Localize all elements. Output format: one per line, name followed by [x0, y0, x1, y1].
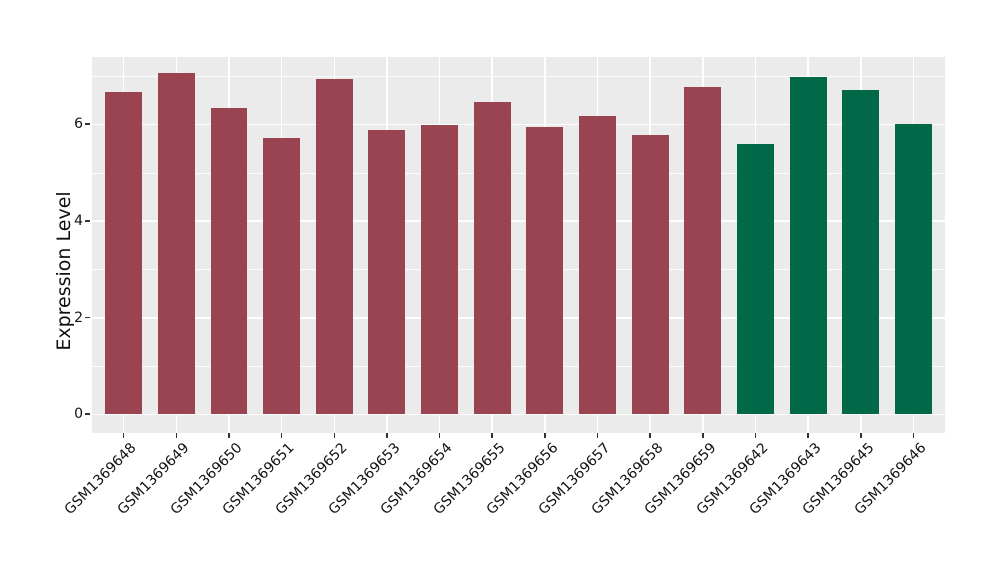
x-tick-mark: [754, 433, 757, 438]
x-tick-mark: [649, 433, 651, 438]
minor-gridline: [92, 269, 945, 271]
bar: [473, 101, 511, 415]
bar: [895, 124, 932, 415]
bar: [526, 126, 564, 415]
minor-gridline: [92, 172, 945, 174]
x-tick-mark: [122, 433, 125, 438]
y-tick-label: 6: [74, 116, 83, 133]
bar: [631, 135, 669, 415]
y-axis-label: Expression Level: [53, 190, 75, 351]
x-tick-mark: [702, 433, 704, 438]
plot-panel: [92, 57, 945, 433]
bar: [789, 77, 827, 415]
x-tick-mark: [544, 433, 546, 438]
bar: [421, 125, 458, 415]
bar: [684, 87, 722, 415]
x-tick-mark: [807, 433, 809, 438]
y-tick-label: 0: [74, 406, 83, 423]
y-tick-mark: [85, 220, 90, 222]
major-gridline: [92, 413, 945, 416]
x-tick-mark: [280, 433, 283, 438]
x-tick-mark: [175, 433, 177, 438]
y-tick-label: 2: [74, 309, 83, 326]
x-tick-mark: [386, 433, 388, 438]
bar: [842, 90, 880, 415]
x-tick-mark: [438, 433, 441, 438]
x-tick-mark: [333, 433, 335, 438]
major-gridline: [92, 123, 945, 126]
minor-gridline: [92, 75, 945, 77]
x-tick-mark: [912, 433, 915, 438]
x-tick-mark: [860, 433, 862, 438]
bar: [157, 73, 195, 415]
bar: [737, 143, 774, 415]
y-tick-mark: [85, 123, 90, 125]
x-tick-mark: [491, 433, 493, 438]
x-tick-mark: [596, 433, 599, 438]
bar: [210, 108, 248, 415]
minor-gridline: [92, 365, 945, 367]
bar: [263, 138, 300, 415]
bar: [105, 91, 143, 415]
x-tick-mark: [228, 433, 230, 438]
bar: [315, 79, 353, 415]
y-tick-mark: [85, 413, 90, 415]
major-gridline: [92, 220, 945, 222]
y-tick-mark: [85, 316, 90, 319]
bar: [368, 130, 406, 415]
bar: [579, 116, 616, 415]
major-gridline: [92, 317, 945, 319]
y-tick-label: 4: [74, 212, 83, 229]
